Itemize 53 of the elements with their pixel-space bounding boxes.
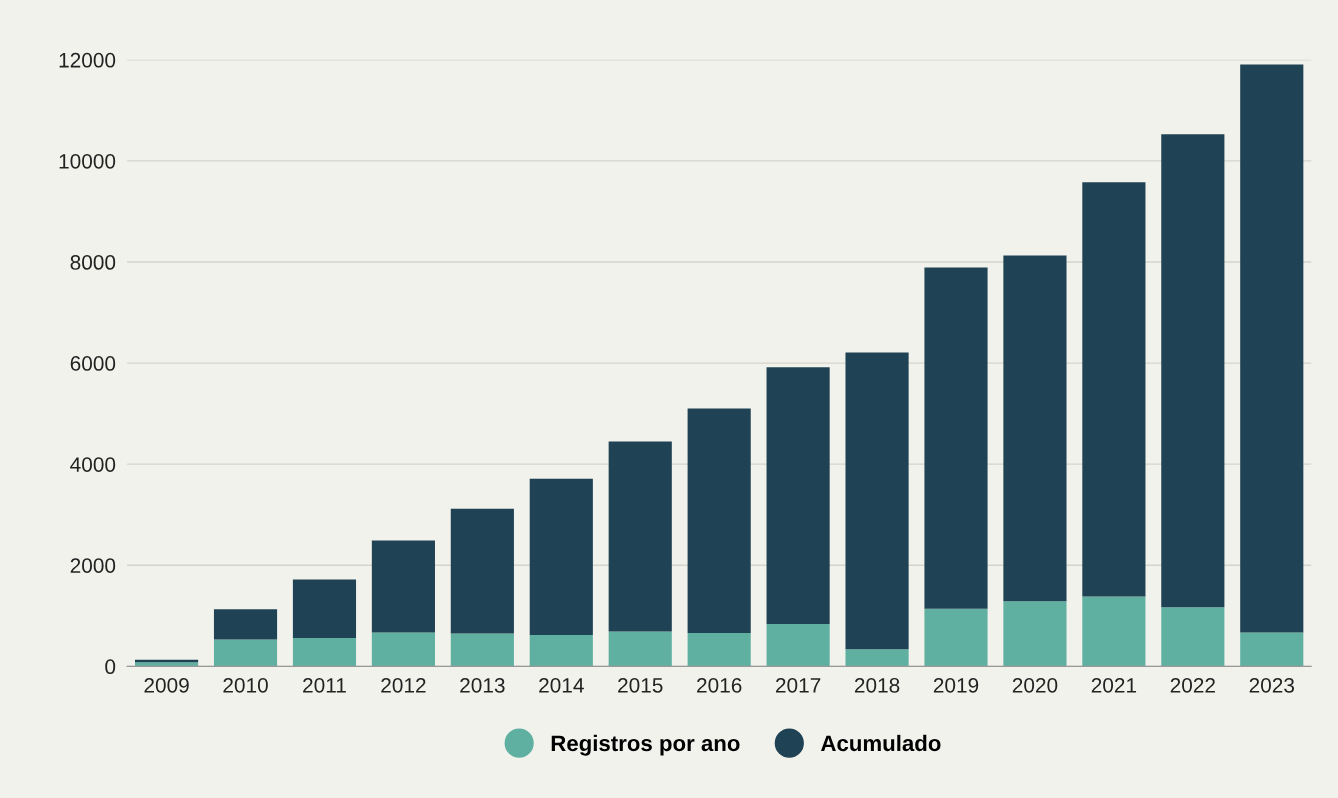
x-tick-label: 2020 xyxy=(1012,677,1058,693)
x-tick-label: 2021 xyxy=(1091,677,1137,693)
bar xyxy=(1003,255,1067,602)
bar xyxy=(371,632,435,667)
bar xyxy=(292,579,357,639)
x-tick-label: 2010 xyxy=(223,677,268,693)
legend-label: Registros por ano xyxy=(551,734,740,756)
x-tick-label: 2018 xyxy=(854,677,900,693)
y-tick-label: 12000 xyxy=(59,52,116,68)
y-tick-label: 8000 xyxy=(70,255,116,270)
legend-label: Acumulado xyxy=(820,734,941,752)
x-tick-label: 2017 xyxy=(775,677,821,693)
x-tick-label: 2016 xyxy=(697,677,742,693)
bar xyxy=(529,635,593,667)
bar xyxy=(213,639,278,667)
bar xyxy=(845,352,909,650)
bar xyxy=(924,267,988,609)
bar xyxy=(845,649,909,667)
x-tick-label: 2013 xyxy=(460,677,505,693)
x-tick-label: 2012 xyxy=(381,677,426,693)
y-tick-label: 4000 xyxy=(70,457,116,472)
y-tick-label: 6000 xyxy=(70,356,116,371)
bar xyxy=(608,631,672,667)
bar xyxy=(292,638,357,667)
y-tick-label: 10000 xyxy=(59,153,116,169)
x-tick-label: 2022 xyxy=(1170,677,1215,693)
bar xyxy=(608,441,672,632)
bar xyxy=(1003,601,1067,667)
bar xyxy=(687,408,751,633)
bar xyxy=(135,662,199,667)
x-tick-label: 2019 xyxy=(933,677,979,693)
bar xyxy=(450,633,514,667)
bar xyxy=(766,367,830,624)
y-tick-label: 0 xyxy=(105,659,116,675)
bar xyxy=(1082,596,1146,667)
x-tick-label: 2011 xyxy=(303,677,346,693)
x-tick-label: 2014 xyxy=(539,677,584,693)
bar xyxy=(1161,134,1225,608)
bar xyxy=(687,632,751,667)
bar xyxy=(924,608,988,667)
bar xyxy=(1240,632,1304,667)
bar xyxy=(450,508,514,634)
bar xyxy=(1082,182,1146,597)
bar xyxy=(1240,64,1304,633)
bar xyxy=(213,609,278,640)
x-tick-label: 2009 xyxy=(144,677,189,693)
x-tick-label: 2015 xyxy=(618,677,663,693)
bar xyxy=(371,540,435,633)
bar xyxy=(529,478,593,635)
y-tick-label: 2000 xyxy=(70,558,116,573)
bar xyxy=(1161,607,1225,667)
bar xyxy=(766,623,830,667)
x-tick-label: 2023 xyxy=(1249,677,1295,693)
